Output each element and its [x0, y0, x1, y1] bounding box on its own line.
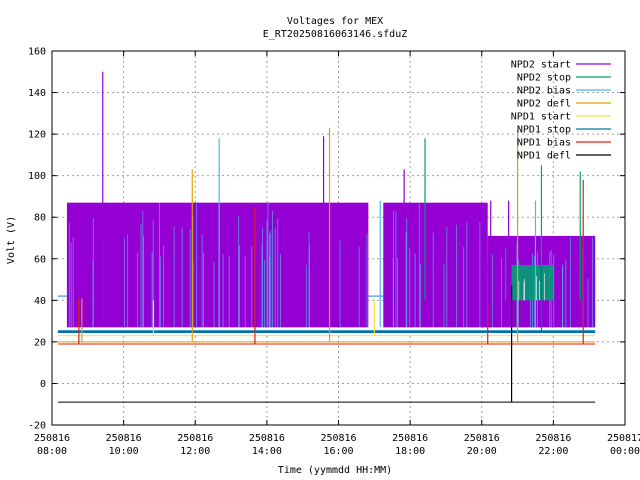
legend-label: NPD1 stop	[517, 125, 571, 136]
x-tick-time-label: 18:00	[395, 446, 425, 457]
x-tick-date-label: 250816	[464, 433, 500, 444]
x-tick-date-label: 250816	[34, 433, 70, 444]
legend-label: NPD2 defl	[517, 99, 571, 110]
legend-label: NPD2 bias	[517, 86, 571, 97]
x-tick-date-label: 250816	[392, 433, 428, 444]
y-axis-label: Volt (V)	[6, 216, 17, 264]
x-axis-label: Time (yymmdd HH:MM)	[278, 465, 392, 476]
series-band	[66, 202, 369, 328]
y-tick-label: 0	[40, 379, 46, 390]
legend-label: NPD1 bias	[517, 138, 571, 149]
y-tick-label: 120	[28, 130, 46, 141]
x-tick-date-label: 250816	[177, 433, 213, 444]
x-tick-date-label: 250816	[320, 433, 356, 444]
y-tick-label: 20	[34, 337, 46, 348]
legend: NPD2 start NPD2 stop NPD2 bias NPD2 defl NPD…	[511, 60, 611, 162]
y-tick-label: 100	[28, 171, 46, 182]
y-tick-label: 40	[34, 296, 46, 307]
x-tick-time-label: 16:00	[323, 446, 353, 457]
x-tick-time-label: 08:00	[37, 446, 67, 457]
legend-label: NPD2 stop	[517, 73, 571, 84]
y-tick-label: -20	[28, 421, 46, 432]
x-tick-time-label: 00:00	[610, 446, 640, 457]
legend-label: NPD1 start	[511, 112, 571, 123]
x-tick-time-label: 12:00	[180, 446, 210, 457]
x-tick-time-label: 14:00	[252, 446, 282, 457]
x-tick-date-label: 250816	[106, 433, 142, 444]
y-tick-label: 160	[28, 47, 46, 58]
y-tick-label: 140	[28, 88, 46, 99]
x-axis: 250816 08:00 250816 10:00 250816 12:00 250816 1…	[34, 51, 640, 457]
data-series	[57, 71, 596, 403]
legend-label: NPD2 start	[511, 60, 571, 71]
y-axis: -20 0 20 40 60 80 100 120 140 160	[28, 47, 625, 432]
x-tick-time-label: 22:00	[538, 446, 568, 457]
chart-subtitle: E_RT20250816063146.sfduZ	[263, 29, 408, 40]
y-tick-label: 60	[34, 254, 46, 265]
x-tick-time-label: 20:00	[467, 446, 497, 457]
legend-label: NPD1 defl	[517, 151, 571, 162]
series-band	[383, 202, 488, 328]
x-tick-date-label: 250816	[535, 433, 571, 444]
x-tick-time-label: 10:00	[109, 446, 139, 457]
x-tick-date-label: 250817	[607, 433, 640, 444]
x-tick-date-label: 250816	[249, 433, 285, 444]
y-tick-label: 80	[34, 213, 46, 224]
chart-title: Voltages for MEX	[287, 16, 383, 27]
